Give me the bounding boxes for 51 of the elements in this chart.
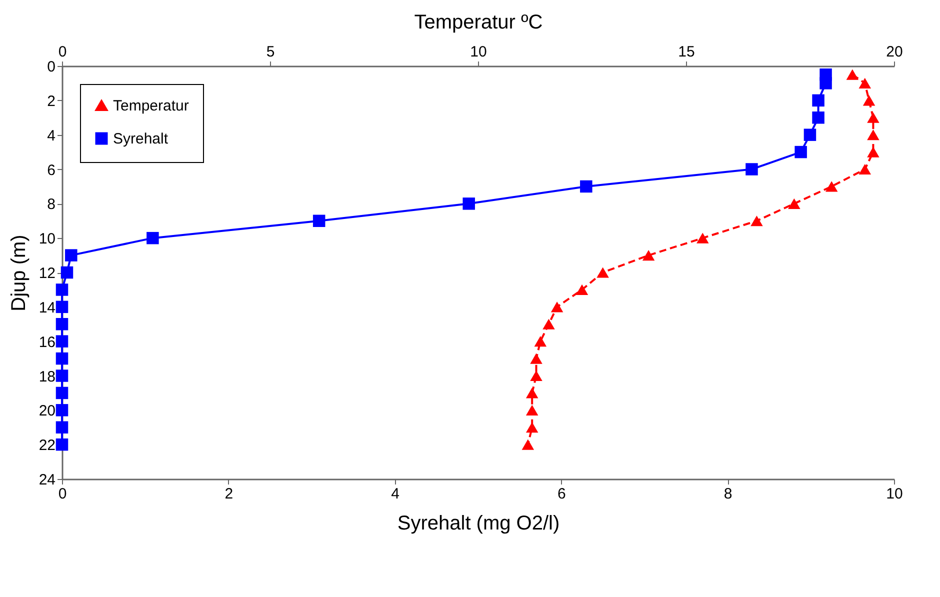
- point: [56, 370, 68, 382]
- x-tick-label: 10: [886, 486, 903, 502]
- x-tick-label: 2: [224, 486, 234, 502]
- point: [812, 94, 824, 107]
- point: [746, 163, 758, 176]
- point: [56, 352, 68, 365]
- y-tick-label: 6: [47, 162, 56, 179]
- point: [56, 404, 68, 416]
- y-tick-label: 4: [47, 127, 56, 144]
- point: [462, 198, 475, 210]
- x2-tick-label: 5: [266, 44, 275, 60]
- y-tick-label: 20: [38, 402, 56, 420]
- point: [65, 249, 78, 262]
- point: [56, 318, 68, 330]
- x-tick-label: 0: [58, 486, 67, 502]
- point: [56, 438, 68, 451]
- point: [146, 232, 159, 244]
- legend-label: Syrehalt: [113, 130, 169, 148]
- y-tick-label: 14: [38, 299, 56, 316]
- point: [804, 128, 816, 141]
- y-axis-title: Djup (m): [8, 234, 30, 312]
- point: [60, 266, 74, 279]
- y-tick-label: 8: [47, 196, 56, 214]
- x-tick-label: 8: [724, 486, 732, 502]
- y-tick-label: 18: [38, 368, 56, 386]
- y-tick-label: 12: [38, 265, 56, 282]
- y-tick-label: 16: [38, 334, 56, 351]
- point: [56, 386, 68, 400]
- y-tick-label: 10: [38, 230, 56, 248]
- point: [820, 77, 832, 90]
- x-tick-label: 6: [558, 486, 566, 502]
- y-tick-label: 24: [38, 472, 56, 488]
- point: [56, 421, 68, 434]
- point: [580, 180, 592, 193]
- x-axis-title: Syrehalt (mg O2/l): [397, 512, 560, 534]
- point: [812, 112, 824, 124]
- point: [56, 300, 68, 314]
- x2-tick-label: 20: [886, 44, 903, 60]
- point: [312, 214, 326, 227]
- x2-tick-label: 10: [470, 44, 487, 60]
- point: [56, 284, 68, 296]
- point: [794, 146, 807, 158]
- x2-tick-label: 15: [678, 44, 695, 60]
- y-tick-label: 22: [38, 437, 56, 454]
- legend-label: Temperatur: [113, 98, 189, 114]
- point: [56, 335, 68, 348]
- y-tick-label: 2: [47, 92, 56, 110]
- x2-axis-title: Temperatur ºC: [414, 12, 543, 34]
- x2-tick-label: 0: [58, 44, 67, 60]
- y-tick-label: 0: [47, 58, 56, 76]
- x-tick-label: 4: [391, 486, 400, 502]
